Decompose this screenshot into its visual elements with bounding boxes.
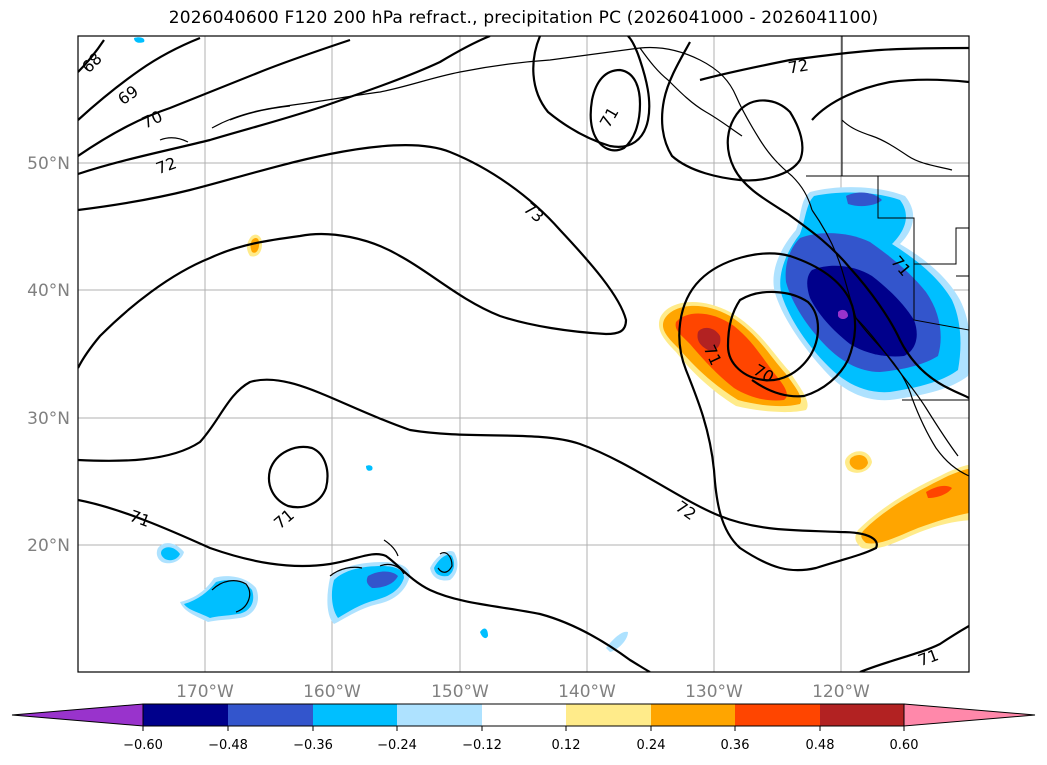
lon-label-160w: 160°W (303, 682, 361, 702)
borders (806, 36, 969, 401)
colorbar-segment (566, 704, 651, 726)
lon-label-140w: 140°W (558, 682, 616, 702)
refractivity-contours (78, 36, 969, 672)
lat-label-40n: 40°N (27, 281, 70, 301)
colorbar-tick-label: −0.48 (208, 738, 248, 753)
colorbar-frame (142, 703, 905, 727)
colorbar-segment (228, 704, 313, 726)
colorbar-segment (397, 704, 482, 726)
colorbar-segment (313, 704, 397, 726)
colorbar-extend-min (11, 703, 144, 727)
colorbar-segment (735, 704, 820, 726)
lat-label-20n: 20°N (27, 536, 70, 556)
colorbar-tick-label: 0.60 (890, 738, 919, 753)
colorbar: −0.60 −0.48 −0.36 −0.24 −0.12 0.12 0.24 … (11, 703, 1036, 753)
colorbar-tick-label: −0.36 (293, 738, 333, 753)
lat-label-30n: 30°N (27, 409, 70, 429)
colorbar-tick-label: 0.36 (721, 738, 750, 753)
colorbar-tick-label: −0.12 (462, 738, 502, 753)
colorbar-tick-label: 0.24 (637, 738, 666, 753)
map-title: 2026040600 F120 200 hPa refract., precip… (168, 8, 879, 28)
plot-frame (77, 35, 970, 673)
colorbar-segment (651, 704, 735, 726)
colorbar-tick-label: −0.24 (377, 738, 417, 753)
longitude-labels: 170°W 160°W 150°W 140°W 130°W 120°W (176, 682, 870, 702)
colorbar-extend-max (903, 703, 1036, 727)
coastlines (159, 46, 969, 613)
colorbar-segment (820, 704, 904, 726)
latitude-labels: 50°N 40°N 30°N 20°N (27, 154, 70, 556)
colorbar-tick-label: 0.12 (552, 738, 581, 753)
colorbar-tick-label: −0.60 (123, 738, 163, 753)
colorbar-tick-label: 0.48 (806, 738, 835, 753)
lat-label-50n: 50°N (27, 154, 70, 174)
lon-label-150w: 150°W (431, 682, 489, 702)
lon-label-130w: 130°W (685, 682, 743, 702)
lon-label-120w: 120°W (812, 682, 870, 702)
colorbar-segment (482, 704, 566, 726)
contour-label: 72 (787, 55, 810, 77)
colorbar-segment (143, 704, 228, 726)
lon-label-170w: 170°W (176, 682, 234, 702)
